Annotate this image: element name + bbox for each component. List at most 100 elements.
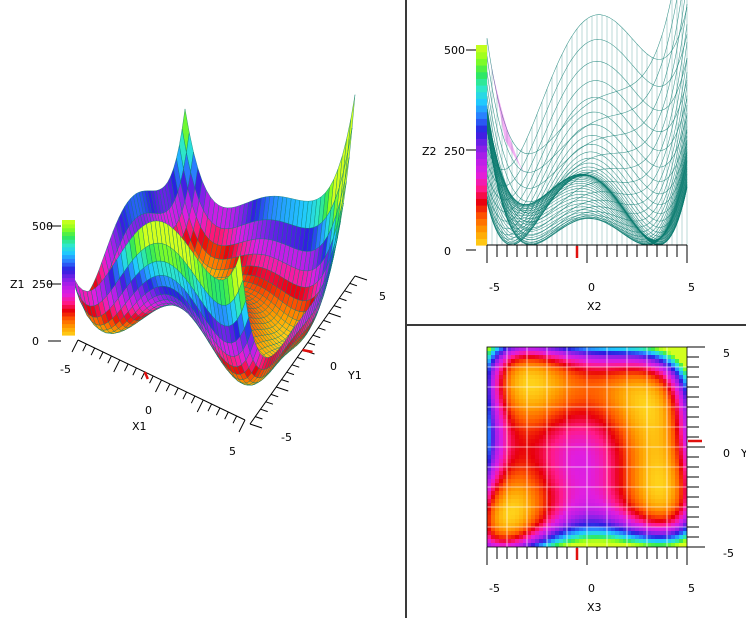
heatmap-cell bbox=[555, 447, 560, 452]
heatmap-cell bbox=[551, 419, 556, 424]
heatmap-cell bbox=[651, 467, 656, 472]
heatmap-cell bbox=[615, 375, 620, 380]
heatmap-cell bbox=[503, 535, 508, 540]
heatmap-cell bbox=[623, 387, 628, 392]
heatmap-cell bbox=[623, 359, 628, 364]
heatmap-cell bbox=[659, 455, 664, 460]
heatmap-cell bbox=[603, 459, 608, 464]
heatmap-cell bbox=[587, 475, 592, 480]
heatmap-cell bbox=[535, 455, 540, 460]
heatmap-cell bbox=[579, 507, 584, 512]
heatmap-cell bbox=[619, 471, 624, 476]
heatmap-cell bbox=[487, 375, 492, 380]
heatmap-cell bbox=[587, 403, 592, 408]
heatmap-cell bbox=[595, 387, 600, 392]
heatmap-cell bbox=[599, 467, 604, 472]
heatmap-cell bbox=[527, 451, 532, 456]
heatmap-cell bbox=[491, 543, 496, 547]
y1-axis-tick bbox=[354, 275, 368, 281]
heatmap-cell bbox=[675, 539, 680, 544]
colorbar-segment bbox=[62, 258, 75, 263]
heatmap-cell bbox=[491, 355, 496, 360]
heatmap-cell bbox=[615, 439, 620, 444]
heatmap-cell bbox=[603, 495, 608, 500]
heatmap-cell bbox=[639, 519, 644, 524]
heatmap-cell bbox=[499, 523, 504, 528]
heatmap-cell bbox=[559, 451, 564, 456]
heatmap-cell bbox=[619, 479, 624, 484]
heatmap-cell bbox=[647, 347, 652, 352]
heatmap-cell bbox=[659, 387, 664, 392]
heatmap-cell bbox=[507, 383, 512, 388]
heatmap-cell bbox=[635, 351, 640, 356]
heatmap-cell bbox=[683, 415, 687, 420]
heatmap-cell bbox=[635, 347, 640, 352]
heatmap-cell bbox=[683, 495, 687, 500]
heatmap-cell bbox=[647, 475, 652, 480]
heatmap-cell bbox=[511, 431, 516, 436]
heatmap-cell bbox=[623, 431, 628, 436]
heatmap-cell bbox=[531, 515, 536, 520]
heatmap-cell bbox=[543, 503, 548, 508]
heatmap-cell bbox=[535, 487, 540, 492]
heatmap-cell bbox=[627, 443, 632, 448]
heatmap-cell bbox=[547, 499, 552, 504]
heatmap-cell bbox=[623, 391, 628, 396]
heatmap-cell bbox=[679, 523, 684, 528]
heatmap-cell bbox=[623, 463, 628, 468]
heatmap-cell bbox=[643, 543, 648, 547]
heatmap-cell bbox=[663, 403, 668, 408]
heatmap-cell bbox=[631, 443, 636, 448]
colorbar-segment bbox=[62, 289, 75, 294]
heatmap-cell bbox=[531, 395, 536, 400]
heatmap-cell bbox=[519, 511, 524, 516]
heatmap-cell bbox=[651, 543, 656, 547]
heatmap-cell bbox=[519, 483, 524, 488]
heatmap-cell bbox=[603, 515, 608, 520]
heatmap-cell bbox=[627, 387, 632, 392]
heatmap-cell bbox=[647, 543, 652, 547]
heatmap-cell bbox=[615, 499, 620, 504]
heatmap-cell bbox=[583, 499, 588, 504]
heatmap-cell bbox=[499, 451, 504, 456]
heatmap-cell bbox=[651, 515, 656, 520]
heatmap-cell bbox=[543, 395, 548, 400]
heatmap-cell bbox=[631, 371, 636, 376]
heatmap-cell bbox=[603, 479, 608, 484]
z1-axis-label: Z1 bbox=[10, 278, 25, 291]
heatmap-cell bbox=[523, 543, 528, 547]
heatmap-cell bbox=[567, 355, 572, 360]
heatmap-cell bbox=[631, 419, 636, 424]
heatmap-cell bbox=[679, 379, 684, 384]
heatmap-cell bbox=[531, 527, 536, 532]
heatmap-cell bbox=[675, 455, 680, 460]
heatmap-cell bbox=[539, 431, 544, 436]
heatmap-cell bbox=[599, 523, 604, 528]
heatmap-cell bbox=[491, 391, 496, 396]
heatmap-cell bbox=[511, 395, 516, 400]
heatmap-cell bbox=[519, 491, 524, 496]
heatmap-cell bbox=[603, 523, 608, 528]
heatmap-cell bbox=[679, 359, 684, 364]
heatmap-cell bbox=[667, 543, 672, 547]
heatmap-cell bbox=[507, 491, 512, 496]
heatmap-cell bbox=[503, 519, 508, 524]
heatmap-cell bbox=[591, 399, 596, 404]
x1-axis-tick bbox=[238, 419, 246, 433]
heatmap-cell bbox=[547, 491, 552, 496]
heatmap-cell bbox=[551, 391, 556, 396]
x1-axis-tick bbox=[149, 375, 154, 384]
heatmap-cell bbox=[515, 423, 520, 428]
heatmap-cell bbox=[511, 483, 516, 488]
heatmap-cell bbox=[559, 539, 564, 544]
heatmap-cell bbox=[583, 479, 588, 484]
heatmap-cell bbox=[523, 455, 528, 460]
colorbar-segment bbox=[476, 51, 487, 59]
heatmap-cell bbox=[511, 523, 516, 528]
heatmap-cell bbox=[643, 407, 648, 412]
heatmap-cell bbox=[643, 495, 648, 500]
heatmap-cell bbox=[515, 435, 520, 440]
heatmap-cell bbox=[611, 399, 616, 404]
heatmap-cell bbox=[639, 383, 644, 388]
heatmap-cell bbox=[499, 515, 504, 520]
